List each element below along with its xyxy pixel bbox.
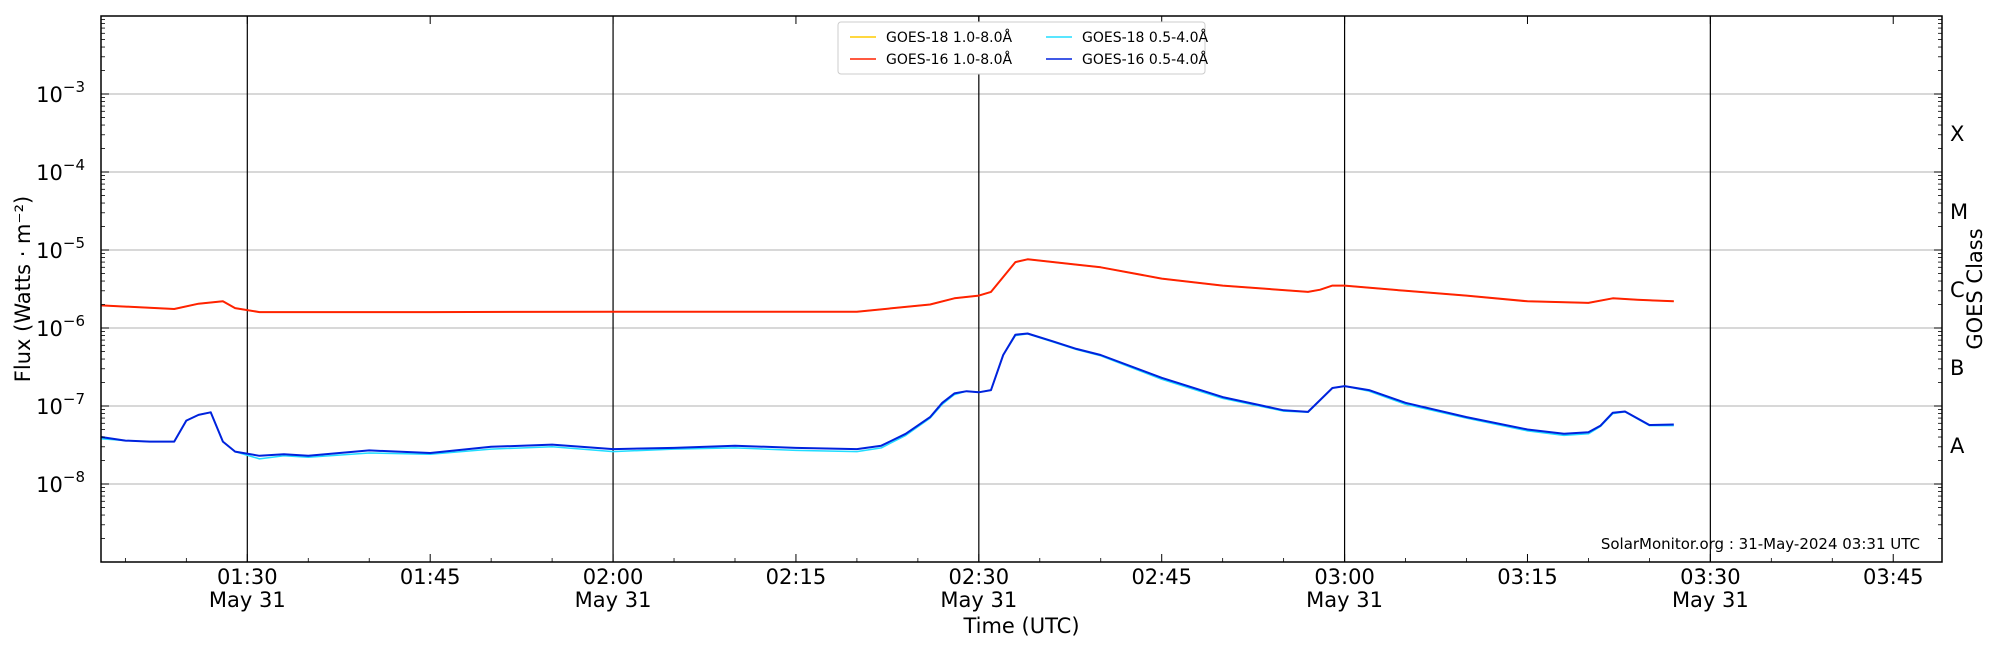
x-tick-label: 03:15 (1497, 565, 1558, 589)
y-tick-exponent: −3 (63, 78, 85, 96)
goes-class-label: A (1950, 434, 1965, 458)
legend-label: GOES-16 1.0-8.0Å (886, 51, 1012, 68)
y-tick-mantissa: 10 (36, 239, 63, 263)
x-tick-label: 02:30 (949, 565, 1010, 589)
y-tick-mantissa: 10 (36, 395, 63, 419)
x-axis-label: Time (UTC) (962, 614, 1079, 638)
y-axis-label-text: Flux (Watts · m⁻²) (11, 196, 35, 382)
y-tick-exponent: −5 (63, 234, 85, 252)
y-tick-label: 10−3 (36, 78, 85, 107)
grid-lines (101, 16, 1942, 562)
y-tick-exponent: −7 (63, 390, 85, 408)
y-tick-label: 10−5 (36, 234, 85, 263)
x-tick-date-label: May 31 (575, 588, 652, 612)
y-tick-mantissa: 10 (36, 317, 63, 341)
legend-label: GOES-16 0.5-4.0Å (1082, 51, 1208, 68)
x-tick-label: 02:45 (1131, 565, 1192, 589)
legend-label: GOES-18 0.5-4.0Å (1082, 29, 1208, 46)
x-tick-date-label: May 31 (940, 588, 1017, 612)
y-tick-mantissa: 10 (36, 83, 63, 107)
y-axis-label: Flux (Watts · m⁻²) (11, 196, 35, 382)
y-tick-mantissa: 10 (36, 473, 63, 497)
y-tick-label: 10−6 (36, 312, 85, 341)
credit-text: SolarMonitor.org : 31-May-2024 03:31 UTC (1601, 535, 1920, 553)
x-tick-date-label: May 31 (209, 588, 286, 612)
x-tick-label: 01:45 (400, 565, 461, 589)
x-tick-label: 03:45 (1863, 565, 1924, 589)
series-lines (100, 258, 1674, 460)
y-tick-label: 10−4 (36, 156, 85, 185)
goes-class-label: M (1950, 200, 1968, 224)
y-tick-exponent: −6 (63, 312, 85, 330)
series-line (100, 332, 1674, 457)
x-tick-date-label: May 31 (1672, 588, 1749, 612)
y-tick-label: 10−7 (36, 390, 85, 419)
series-line (100, 258, 1674, 314)
goes-class-label: X (1950, 122, 1964, 146)
y-tick-label: 10−8 (36, 468, 85, 497)
goes-class-label: B (1950, 356, 1964, 380)
goes-class-label: C (1950, 278, 1965, 302)
y-tick-exponent: −8 (63, 468, 85, 486)
x-tick-label: 03:00 (1314, 565, 1375, 589)
y-tick-exponent: −4 (63, 156, 85, 174)
y-tick-mantissa: 10 (36, 161, 63, 185)
x-tick-label: 02:15 (766, 565, 827, 589)
series-line (100, 258, 1674, 313)
goes-class-labels: A B C M X (1950, 122, 1968, 458)
x-tick-label: 03:30 (1680, 565, 1741, 589)
legend-box (837, 21, 1206, 75)
x-tick-date-label: May 31 (1306, 588, 1383, 612)
goes-class-axis-label: GOES Class (1963, 228, 1987, 349)
legend: GOES-18 1.0-8.0Å GOES-18 0.5-4.0Å GOES-16 … (837, 21, 1208, 75)
plot-frame (100, 15, 1943, 563)
series-line (100, 333, 1674, 460)
x-tick-label: 01:30 (217, 565, 278, 589)
x-tick-label: 02:00 (583, 565, 644, 589)
legend-label: GOES-18 1.0-8.0Å (886, 29, 1012, 46)
